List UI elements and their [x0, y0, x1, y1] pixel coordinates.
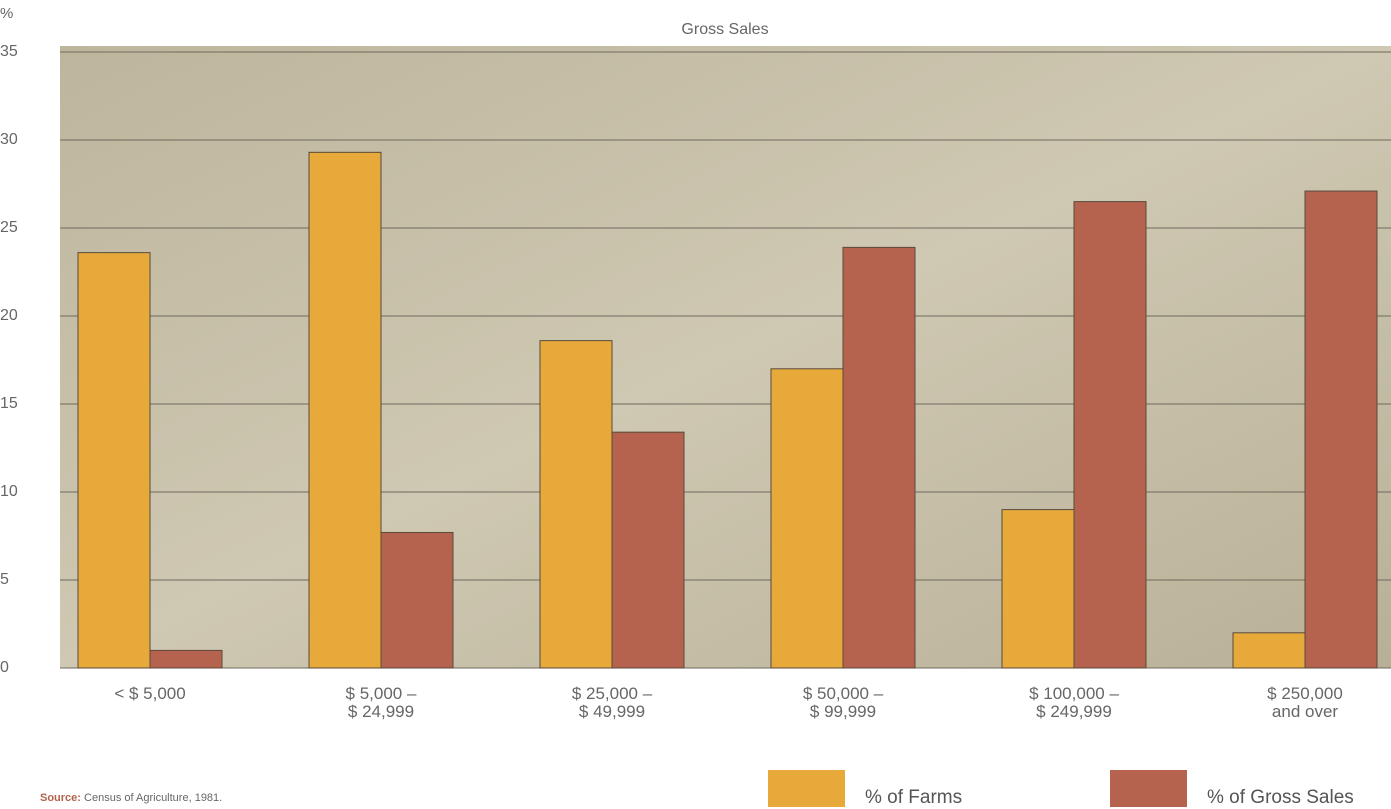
y-tick-label: 5 [0, 571, 9, 588]
source-label: Source: [40, 792, 81, 804]
bar [1304, 190, 1378, 669]
x-tick-label: $ 25,000 – $ 49,999 [571, 684, 653, 721]
bar [1001, 509, 1075, 669]
x-tick-label: < $ 5,000 [114, 684, 186, 703]
bar [611, 431, 685, 669]
y-tick-label: 15 [0, 395, 18, 412]
bar [842, 246, 916, 669]
bar [770, 368, 844, 669]
legend-swatch [768, 770, 845, 807]
bar [77, 252, 151, 669]
legend-swatch [1110, 770, 1187, 807]
source: Source: Census of Agriculture, 1981. [40, 792, 222, 804]
plot-background [60, 46, 1391, 668]
bar [1073, 201, 1147, 669]
chart-title: Gross Sales [681, 21, 768, 38]
y-tick-label: 35 [0, 43, 18, 60]
y-tick-label: 20 [0, 307, 18, 324]
y-tick-label: 25 [0, 219, 18, 236]
y-tick-label: 10 [0, 483, 18, 500]
source-text: Census of Agriculture, 1981. [84, 792, 223, 804]
y-axis-label: % [0, 5, 13, 22]
bar [149, 649, 223, 669]
y-tick-label: 0 [0, 659, 9, 676]
legend-label: % of Gross Sales [1207, 787, 1354, 808]
legend-label: % of Farms [865, 787, 963, 808]
bar [308, 151, 382, 669]
bar [539, 340, 613, 669]
x-tick-label: $ 50,000 – $ 99,999 [802, 684, 884, 721]
y-tick-label: 30 [0, 131, 18, 148]
bar [1232, 632, 1306, 669]
x-tick-label: $ 250,000 and over [1267, 684, 1343, 721]
x-tick-label: $ 5,000 – $ 24,999 [345, 684, 417, 721]
bar [380, 531, 454, 669]
x-tick-label: $ 100,000 – $ 249,999 [1029, 684, 1119, 721]
